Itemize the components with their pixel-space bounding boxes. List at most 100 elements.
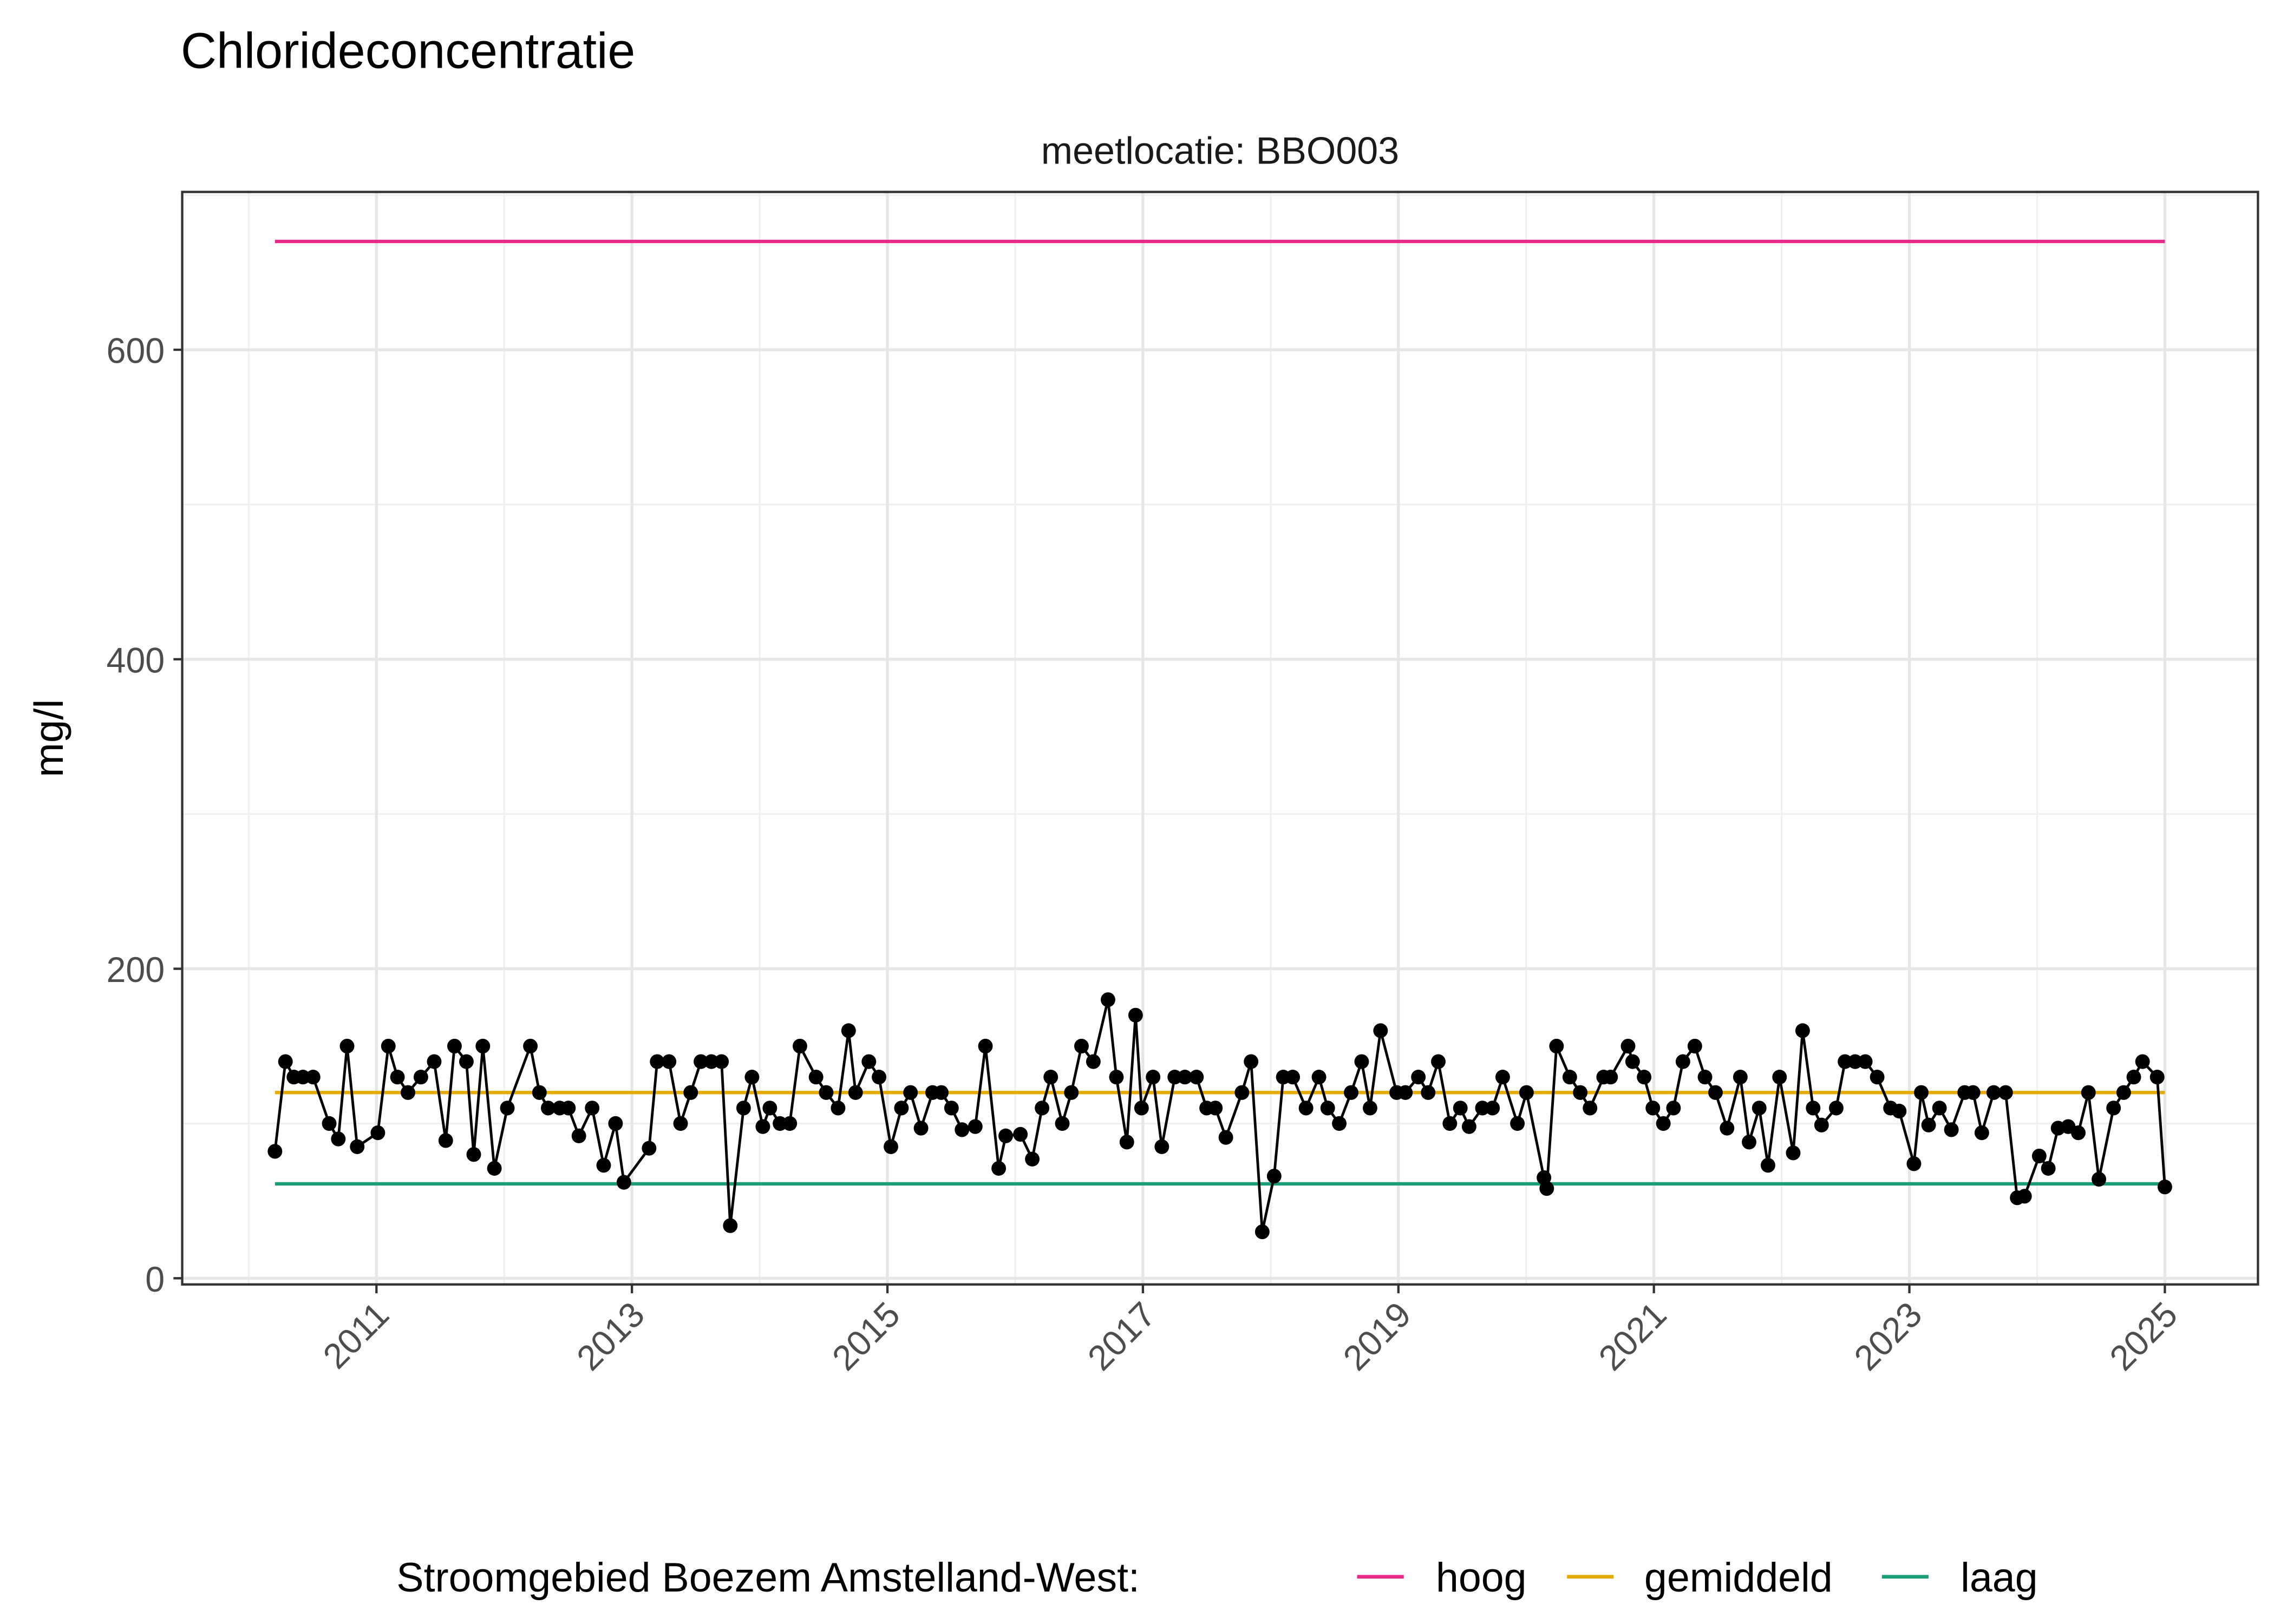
- data-point: [331, 1131, 346, 1147]
- data-point: [1461, 1119, 1476, 1134]
- data-point: [1603, 1070, 1618, 1085]
- legend-title: Stroomgebied Boezem Amstelland-West:: [396, 1555, 1140, 1601]
- data-point: [1043, 1070, 1058, 1085]
- data-point: [500, 1101, 515, 1116]
- data-point: [714, 1054, 729, 1069]
- data-point: [1829, 1101, 1844, 1116]
- data-point: [1720, 1121, 1735, 1136]
- data-point: [1795, 1023, 1810, 1038]
- y-axis: 0 200 400 600: [106, 331, 182, 1299]
- data-point: [1697, 1070, 1713, 1085]
- data-point: [1625, 1054, 1640, 1069]
- data-point: [978, 1038, 993, 1054]
- data-point: [1870, 1070, 1885, 1085]
- data-point: [1519, 1085, 1534, 1100]
- data-point: [1234, 1085, 1250, 1100]
- data-point: [267, 1144, 283, 1159]
- data-point: [540, 1101, 556, 1116]
- data-point: [1772, 1070, 1787, 1085]
- data-point: [2106, 1101, 2121, 1116]
- data-point: [1119, 1135, 1134, 1150]
- data-point: [1687, 1038, 1702, 1054]
- data-point: [744, 1070, 760, 1085]
- data-point: [650, 1054, 665, 1069]
- data-point: [305, 1070, 321, 1085]
- data-point: [1154, 1139, 1169, 1154]
- y-axis-label: mg/l: [26, 699, 71, 777]
- data-point: [596, 1157, 611, 1173]
- data-point: [1208, 1101, 1223, 1116]
- data-point: [792, 1038, 807, 1054]
- data-point: [1637, 1070, 1652, 1085]
- data-point: [1858, 1054, 1873, 1069]
- data-point: [339, 1038, 355, 1054]
- data-point: [2031, 1148, 2047, 1164]
- data-point: [2126, 1070, 2141, 1085]
- data-point: [2041, 1161, 2056, 1176]
- data-point: [1398, 1085, 1413, 1100]
- data-point: [1298, 1101, 1314, 1116]
- data-point: [848, 1085, 863, 1100]
- data-point: [894, 1101, 909, 1116]
- data-point: [1656, 1116, 1671, 1131]
- data-point: [998, 1128, 1013, 1143]
- data-point: [2135, 1054, 2150, 1069]
- data-point: [808, 1070, 824, 1085]
- x-tick-label: 2017: [1080, 1294, 1163, 1378]
- data-point: [762, 1101, 777, 1116]
- data-point: [1645, 1101, 1661, 1116]
- data-point: [1218, 1130, 1233, 1145]
- data-point: [1035, 1101, 1050, 1116]
- data-point: [2092, 1171, 2107, 1187]
- x-tick-label: 2011: [316, 1294, 397, 1376]
- data-point: [616, 1175, 631, 1190]
- data-point: [1562, 1070, 1577, 1085]
- data-point: [755, 1119, 770, 1134]
- data-point: [427, 1054, 442, 1069]
- data-point: [296, 1070, 311, 1085]
- data-point: [662, 1054, 677, 1069]
- data-point: [561, 1101, 576, 1116]
- data-point: [1921, 1117, 1936, 1132]
- x-tick-label: 2025: [2102, 1294, 2185, 1378]
- x-axis: 2011 2013 2015 2017 2019 2021 2023 2025: [316, 1284, 2185, 1378]
- data-point: [278, 1054, 293, 1069]
- data-point: [1944, 1122, 1959, 1137]
- data-point: [642, 1141, 657, 1156]
- data-point: [370, 1125, 385, 1141]
- data-point: [466, 1147, 481, 1162]
- y-tick-label: 0: [145, 1259, 165, 1299]
- reference-lines: [275, 239, 2165, 1186]
- data-point: [1760, 1157, 1775, 1173]
- data-point: [884, 1139, 898, 1154]
- data-series: [267, 992, 2172, 1240]
- data-point: [1485, 1101, 1500, 1116]
- data-point: [1421, 1085, 1436, 1100]
- data-point: [955, 1122, 970, 1137]
- data-point: [1453, 1101, 1468, 1116]
- y-tick-label: 600: [106, 331, 165, 370]
- data-point: [736, 1101, 751, 1116]
- data-point: [704, 1054, 719, 1069]
- data-point: [585, 1101, 600, 1116]
- data-point: [1510, 1116, 1525, 1131]
- data-point: [903, 1085, 918, 1100]
- data-point: [1892, 1103, 1907, 1119]
- data-point: [350, 1139, 365, 1154]
- data-point: [991, 1161, 1007, 1176]
- x-tick-label: 2021: [1591, 1294, 1674, 1378]
- data-point: [1806, 1101, 1821, 1116]
- data-point: [782, 1116, 798, 1131]
- data-point: [1974, 1125, 1989, 1141]
- data-point: [2116, 1085, 2131, 1100]
- data-point: [459, 1054, 474, 1069]
- data-point: [1146, 1070, 1161, 1085]
- data-point: [1431, 1054, 1446, 1069]
- data-point: [1838, 1054, 1853, 1069]
- data-point: [683, 1085, 698, 1100]
- y-tick-label: 200: [106, 950, 165, 990]
- data-point: [475, 1038, 491, 1054]
- data-point: [872, 1070, 886, 1085]
- data-point: [723, 1218, 738, 1233]
